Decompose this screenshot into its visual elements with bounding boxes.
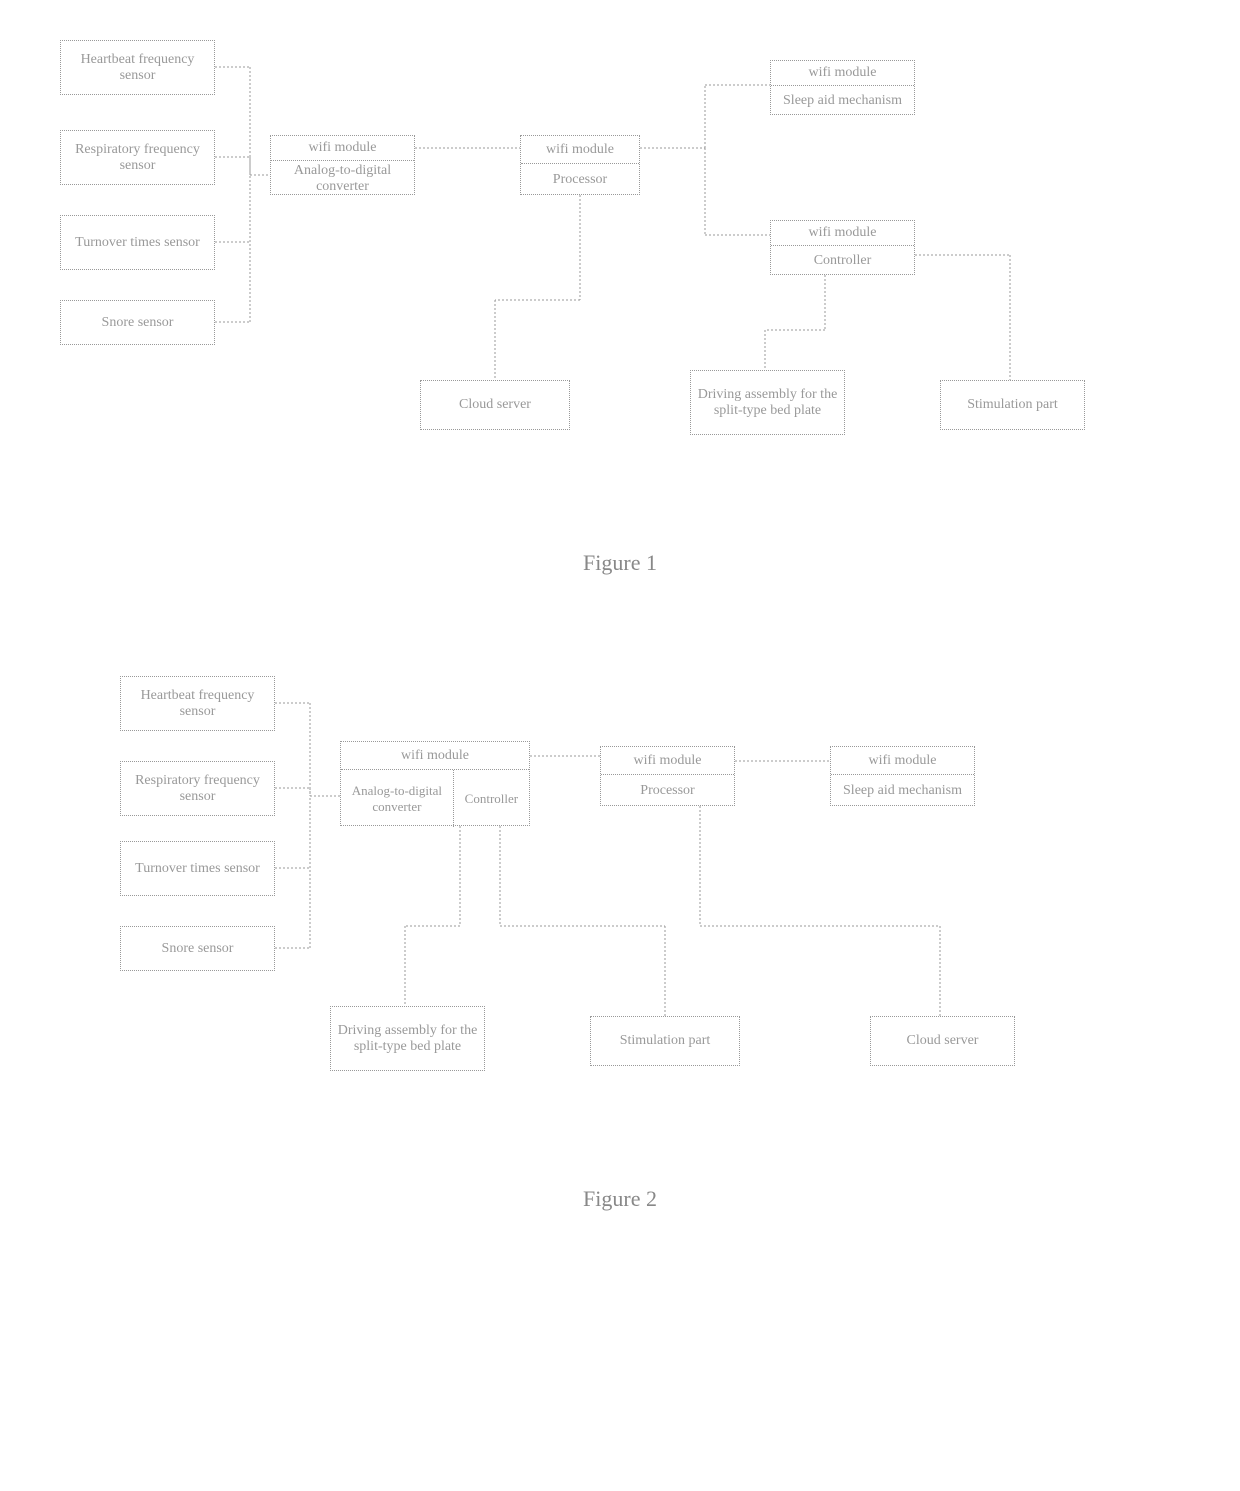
adc-wifi-label: wifi module <box>308 140 376 156</box>
sleep-aid-wifi-label: wifi module <box>808 65 876 81</box>
sensor-heartbeat-label: Heartbeat frequency sensor <box>65 52 210 84</box>
f2-stimulation-part: Stimulation part <box>590 1016 740 1066</box>
f2-driving-label: Driving assembly for the split-type bed … <box>335 1023 480 1055</box>
controller-label: Controller <box>814 253 872 269</box>
f2-driving-assembly: Driving assembly for the split-type bed … <box>330 1006 485 1071</box>
sensor-turnover: Turnover times sensor <box>60 215 215 270</box>
f2-sensor-turnover: Turnover times sensor <box>120 841 275 896</box>
f2-sensor-turnover-label: Turnover times sensor <box>135 861 260 877</box>
sensor-snore: Snore sensor <box>60 300 215 345</box>
f2-sleep-aid-module: wifi module Sleep aid mechanism <box>830 746 975 806</box>
sensor-respiratory-label: Respiratory frequency sensor <box>65 142 210 174</box>
f2-hub-controller-label: Controller <box>465 791 518 807</box>
f2-sensor-respiratory-label: Respiratory frequency sensor <box>125 773 270 805</box>
f2-stim-label: Stimulation part <box>620 1033 711 1049</box>
stimulation-part: Stimulation part <box>940 380 1085 430</box>
sensor-turnover-label: Turnover times sensor <box>75 235 200 251</box>
proc-wifi-label: wifi module <box>546 142 614 158</box>
sensor-snore-label: Snore sensor <box>102 315 174 331</box>
figure-1: Heartbeat frequency sensor Respiratory f… <box>40 40 1140 470</box>
f2-processor-module: wifi module Processor <box>600 746 735 806</box>
figure-1-caption: Figure 1 <box>40 550 1200 576</box>
proc-label: Processor <box>553 172 607 188</box>
f2-sensor-heartbeat: Heartbeat frequency sensor <box>120 676 275 731</box>
f2-sensor-heartbeat-label: Heartbeat frequency sensor <box>125 688 270 720</box>
figure-2: Heartbeat frequency sensor Respiratory f… <box>40 676 1140 1106</box>
cloud-label: Cloud server <box>459 397 531 413</box>
processor-module: wifi module Processor <box>520 135 640 195</box>
f2-hub-adc-label: Analog-to-digital converter <box>344 783 450 815</box>
f2-cloud-label: Cloud server <box>907 1033 979 1049</box>
f2-proc-label: Processor <box>640 783 694 799</box>
f2-sensor-snore-label: Snore sensor <box>162 941 234 957</box>
figure-2-caption: Figure 2 <box>40 1186 1200 1212</box>
adc-label: Analog-to-digital converter <box>275 163 410 195</box>
sleep-aid-label: Sleep aid mechanism <box>783 93 902 109</box>
controller-module: wifi module Controller <box>770 220 915 275</box>
driving-assembly: Driving assembly for the split-type bed … <box>690 370 845 435</box>
adc-module: wifi module Analog-to-digital converter <box>270 135 415 195</box>
sensor-respiratory: Respiratory frequency sensor <box>60 130 215 185</box>
f2-sleep-aid-wifi-label: wifi module <box>868 753 936 769</box>
f2-sleep-aid-label: Sleep aid mechanism <box>843 783 962 799</box>
f2-proc-wifi-label: wifi module <box>633 753 701 769</box>
f2-sensor-snore: Snore sensor <box>120 926 275 971</box>
f2-hub-wifi-label: wifi module <box>401 748 469 764</box>
controller-wifi-label: wifi module <box>808 225 876 241</box>
cloud-server: Cloud server <box>420 380 570 430</box>
driving-label: Driving assembly for the split-type bed … <box>695 387 840 419</box>
stim-label: Stimulation part <box>967 397 1058 413</box>
sensor-heartbeat: Heartbeat frequency sensor <box>60 40 215 95</box>
f2-cloud-server: Cloud server <box>870 1016 1015 1066</box>
f2-sensor-respiratory: Respiratory frequency sensor <box>120 761 275 816</box>
f2-hub-module: wifi module Analog-to-digital converter … <box>340 741 530 826</box>
sleep-aid-module: wifi module Sleep aid mechanism <box>770 60 915 115</box>
